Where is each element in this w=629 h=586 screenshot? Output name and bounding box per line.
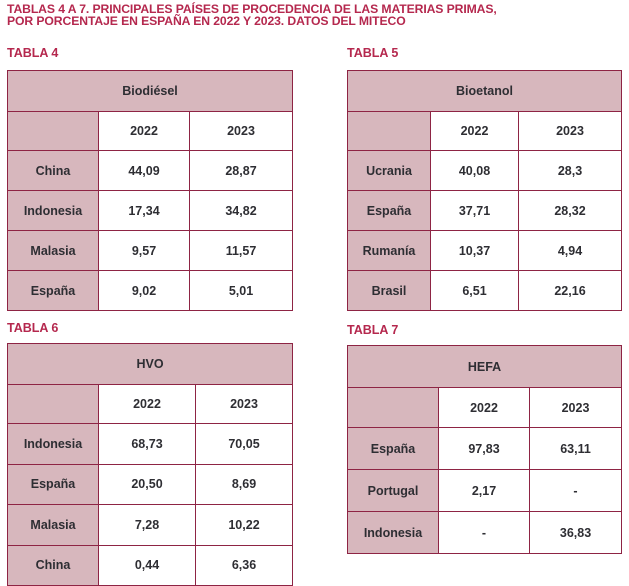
table-label: TABLA 6 — [7, 321, 59, 335]
year-header-row: 2022 2023 — [7, 111, 293, 151]
value-2023-cell: 63,11 — [528, 427, 623, 470]
value-2022-cell: 9,57 — [98, 230, 190, 271]
table-row: Malasia 9,57 11,57 — [7, 230, 293, 271]
product-header-row: HEFA — [346, 345, 623, 388]
value-2022-cell: 20,50 — [98, 463, 196, 505]
year-header: 2022 — [438, 387, 530, 428]
value-2022-cell: 2,17 — [438, 469, 530, 512]
data-table-hvo: HVO 2022 2023 Indonesia 68,73 70,05 España 20,5… — [6, 343, 294, 586]
year-header-row: 2022 2023 — [347, 111, 623, 151]
value-2022-cell: 97,83 — [438, 427, 530, 470]
value-2022-cell: 37,71 — [430, 190, 519, 231]
corner-cell — [347, 111, 431, 151]
table-row: España 37,71 28,32 — [347, 190, 623, 231]
value-2023-cell: 28,32 — [517, 190, 623, 231]
table-label: TABLA 7 — [347, 323, 399, 337]
table-row: China 44,09 28,87 — [7, 150, 293, 191]
year-header-row: 2022 2023 — [347, 387, 623, 428]
value-2022-cell: 6,51 — [430, 270, 519, 311]
table-row: Rumanía 10,37 4,94 — [347, 230, 623, 271]
value-2022-cell: 68,73 — [98, 423, 196, 465]
country-cell: España — [347, 190, 431, 231]
value-2022-cell: 0,44 — [98, 544, 196, 586]
corner-cell — [347, 387, 439, 428]
value-2022-cell: 17,34 — [98, 190, 190, 231]
corner-cell — [7, 384, 99, 424]
table-row: España 20,50 8,69 — [7, 463, 294, 505]
data-table-bioetanol: Bioetanol 2022 2023 Ucrania 40,08 28,3 España 3… — [346, 70, 623, 311]
value-2023-cell: 5,01 — [189, 270, 293, 311]
year-header: 2022 — [98, 111, 190, 151]
product-header: Bioetanol — [346, 70, 623, 112]
year-header: 2023 — [517, 111, 623, 151]
country-cell: Portugal — [347, 469, 439, 512]
table-row: España 9,02 5,01 — [7, 270, 293, 311]
table-row: China 0,44 6,36 — [7, 544, 294, 586]
country-cell: Rumanía — [347, 230, 431, 271]
table-row: Brasil 6,51 22,16 — [347, 270, 623, 311]
value-2023-cell: 34,82 — [189, 190, 293, 231]
value-2023-cell: 4,94 — [517, 230, 623, 271]
product-header-row: Bioetanol — [346, 70, 623, 112]
value-2023-cell: 70,05 — [194, 423, 294, 465]
product-header-row: Biodiésel — [7, 70, 293, 112]
data-table-biodisel: Biodiésel 2022 2023 China 44,09 28,87 Indonesi… — [7, 70, 293, 311]
year-header: 2023 — [194, 384, 294, 424]
value-2023-cell: 28,87 — [189, 150, 293, 191]
table-row: Portugal 2,17- — [347, 469, 623, 512]
value-2023-cell: 11,57 — [189, 230, 293, 271]
country-cell: Indonesia — [7, 190, 99, 231]
value-2022-cell: 10,37 — [430, 230, 519, 271]
data-table-hefa: HEFA 2022 2023 España 97,83 63,11 Portugal 2,17… — [346, 345, 623, 554]
table-row: Indonesia 17,34 34,82 — [7, 190, 293, 231]
table-row: Indonesia 68,73 70,05 — [7, 423, 294, 465]
table-label: TABLA 4 — [7, 46, 59, 60]
country-cell: España — [7, 270, 99, 311]
table-row: Malasia 7,28 10,22 — [7, 504, 294, 546]
year-header: 2023 — [528, 387, 623, 428]
value-2022-cell: 7,28 — [98, 504, 196, 546]
value-2022-cell: 44,09 — [98, 150, 190, 191]
product-header-row: HVO — [6, 343, 294, 385]
country-cell: Ucrania — [347, 150, 431, 191]
year-header-row: 2022 2023 — [7, 384, 294, 424]
table-row: Ucrania 40,08 28,3 — [347, 150, 623, 191]
year-header: 2022 — [430, 111, 519, 151]
product-header: HVO — [6, 343, 294, 385]
value-2023-cell: 6,36 — [194, 544, 294, 586]
country-cell: Indonesia — [347, 511, 439, 554]
value-2022-cell: 9,02 — [98, 270, 190, 311]
product-header: HEFA — [346, 345, 623, 388]
year-header: 2023 — [189, 111, 293, 151]
country-cell: Brasil — [347, 270, 431, 311]
page-title: TABLAS 4 A 7. PRINCIPALES PAÍSES DE PROC… — [7, 2, 497, 28]
value-2022-cell: 40,08 — [430, 150, 519, 191]
value-2023-cell: 10,22 — [194, 504, 294, 546]
country-cell: Indonesia — [7, 423, 99, 465]
table-row: Indonesia -36,83 — [347, 511, 623, 554]
value-2022-cell: - — [438, 511, 530, 554]
value-2023-cell: 22,16 — [517, 270, 623, 311]
table-row: España 97,83 63,11 — [347, 427, 623, 470]
country-cell: Malasia — [7, 504, 99, 546]
value-2023-cell: 28,3 — [517, 150, 623, 191]
country-cell: Malasia — [7, 230, 99, 271]
table-label: TABLA 5 — [347, 46, 399, 60]
product-header: Biodiésel — [7, 70, 293, 112]
country-cell: España — [347, 427, 439, 470]
year-header: 2022 — [98, 384, 196, 424]
title-line-2: POR PORCENTAJE EN ESPAÑA EN 2022 Y 2023.… — [7, 13, 406, 28]
value-2023-cell: 36,83 — [528, 511, 623, 554]
title-line-1: TABLAS 4 A 7. PRINCIPALES PAÍSES DE PROC… — [7, 2, 497, 16]
country-cell: España — [7, 463, 99, 505]
country-cell: China — [7, 544, 99, 586]
country-cell: China — [7, 150, 99, 191]
value-2023-cell: - — [528, 469, 623, 512]
value-2023-cell: 8,69 — [194, 463, 294, 505]
corner-cell — [7, 111, 99, 151]
